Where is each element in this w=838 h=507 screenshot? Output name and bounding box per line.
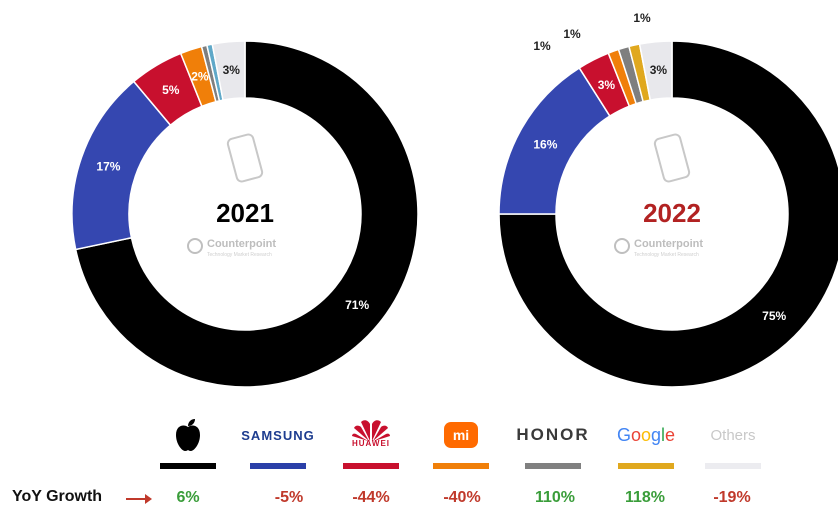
yoy-growth-label: YoY Growth — [12, 488, 103, 505]
legend-item-xiaomi: mi — [406, 405, 516, 480]
data-label-apple: 71% — [345, 298, 369, 312]
slice-others — [638, 40, 673, 101]
legend-swatch — [705, 463, 761, 469]
data-label-xiaomi: 1% — [533, 39, 551, 53]
legend-item-samsung: SAMSUNG — [223, 405, 333, 480]
svg-text:Counterpoint: Counterpoint — [207, 238, 276, 250]
huawei-logo: HUAWEI — [352, 439, 390, 448]
legend-item-apple — [133, 405, 243, 480]
svg-text:Technology Market Research: Technology Market Research — [207, 252, 272, 258]
svg-text:Technology Market Research: Technology Market Research — [634, 252, 699, 258]
growth-google: 118% — [624, 489, 666, 506]
legend-swatch — [618, 463, 674, 469]
phone-icon — [226, 133, 264, 183]
xiaomi-logo: mi — [444, 422, 478, 448]
data-label-samsung: 17% — [96, 160, 120, 174]
data-label-huawei: 5% — [162, 83, 180, 97]
growth-xiaomi: -40% — [443, 489, 481, 506]
apple-icon — [176, 419, 200, 451]
data-label-others: 3% — [650, 63, 668, 77]
data-label-samsung: 16% — [533, 137, 557, 151]
legend-swatch — [433, 463, 489, 469]
data-label-google: 1% — [633, 11, 651, 25]
legend-swatch — [343, 463, 399, 469]
data-label-apple: 75% — [762, 309, 786, 323]
legend-swatch — [525, 463, 581, 469]
google-logo: Google — [616, 424, 676, 445]
huawei-logo-icon — [352, 420, 390, 441]
legend-item-huawei: HUAWEI — [316, 405, 426, 480]
others-label: Others — [710, 426, 756, 444]
year-title: 2021 — [216, 198, 274, 228]
data-label-xiaomi: 2% — [191, 70, 209, 84]
data-label-honor: 1% — [563, 27, 581, 41]
slice-apple — [74, 40, 419, 388]
data-label-huawei: 3% — [598, 78, 616, 92]
legend-swatch — [160, 463, 216, 469]
donut-charts: 71% 17% 5% 2% 3% 2021 Counterpoint Technology M… — [71, 11, 838, 388]
slice-apple — [498, 40, 838, 388]
growth-samsung: -5% — [274, 489, 304, 506]
legend-item-others: Others — [678, 405, 788, 480]
legend-item-honor: HONOR — [498, 405, 608, 480]
phone-icon — [653, 133, 691, 183]
svg-text:Counterpoint: Counterpoint — [634, 238, 703, 250]
honor-logo: HONOR — [516, 425, 590, 444]
growth-honor: 110% — [534, 489, 576, 506]
data-label-others: 3% — [223, 63, 241, 77]
year-title: 2022 — [643, 198, 701, 228]
counterpoint-watermark: Counterpoint Technology Market Research — [614, 238, 703, 258]
samsung-logo: SAMSUNG — [241, 427, 315, 443]
legend-item-google: Google — [591, 405, 701, 480]
arrow-right-icon — [126, 494, 152, 504]
growth-others: -19% — [713, 489, 751, 506]
legend: YoY Growth SAMSUNG — [0, 405, 838, 507]
counterpoint-watermark: Counterpoint Technology Market Research — [187, 238, 276, 258]
slice-others — [211, 40, 246, 101]
legend-swatch — [250, 463, 306, 469]
growth-apple: 6% — [176, 489, 200, 506]
growth-huawei: -44% — [352, 489, 390, 506]
